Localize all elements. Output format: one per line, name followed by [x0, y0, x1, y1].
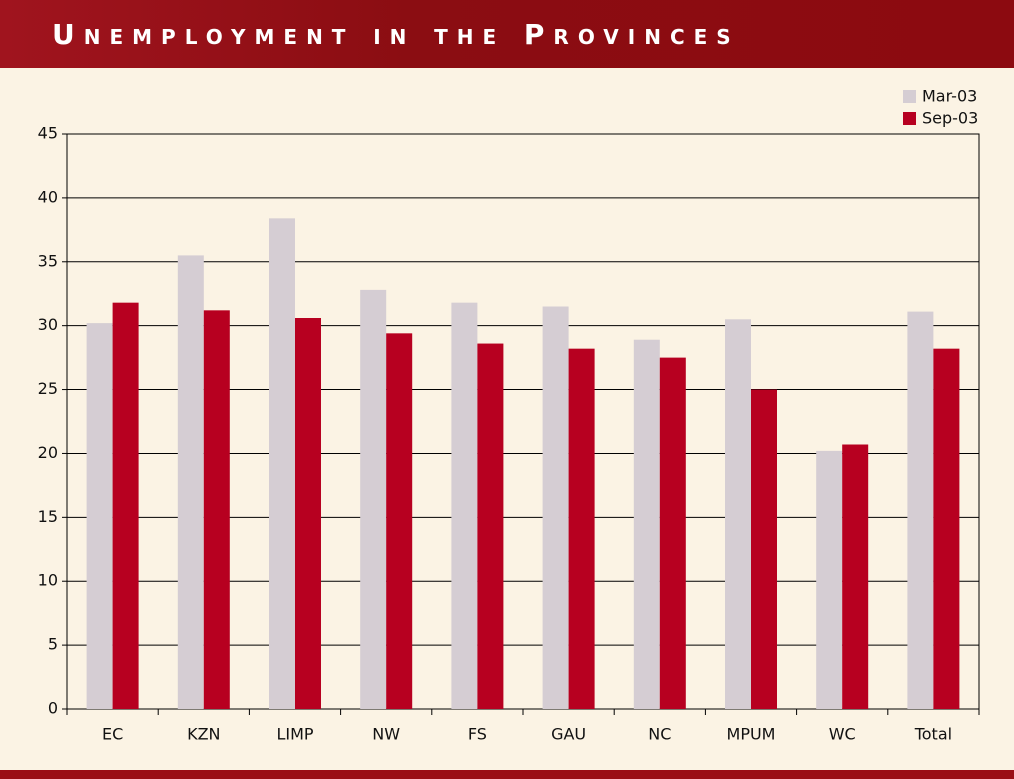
bar — [86, 323, 113, 709]
bar — [451, 302, 478, 709]
x-tick-label: Total — [914, 725, 952, 744]
legend-swatch — [903, 112, 916, 125]
bar — [542, 306, 569, 709]
bar — [269, 218, 295, 710]
bar — [360, 289, 387, 709]
x-tick-label: FS — [468, 725, 487, 744]
bar — [751, 389, 777, 709]
y-tick-label: 15 — [38, 507, 58, 526]
bar — [842, 444, 869, 709]
y-tick-label: 30 — [38, 315, 58, 334]
bar — [112, 302, 139, 709]
x-tick-label: MPUM — [727, 725, 776, 744]
legend-label: Mar-03 — [922, 87, 977, 106]
legend-swatch — [903, 90, 916, 103]
y-tick-label: 5 — [48, 635, 58, 654]
bar — [633, 339, 660, 709]
y-tick-label: 35 — [38, 251, 58, 270]
bar — [477, 343, 504, 709]
bar — [295, 318, 321, 709]
bar — [907, 311, 934, 709]
y-tick-label: 0 — [48, 699, 58, 718]
bar — [933, 348, 960, 709]
header-band: Unemployment in the Provinces — [0, 0, 1014, 68]
x-tick-label: KZN — [187, 725, 220, 744]
x-tick-label: NC — [648, 725, 671, 744]
y-tick-label: 20 — [38, 443, 58, 462]
bar — [568, 348, 595, 709]
x-tick-label: LIMP — [276, 725, 313, 744]
y-tick-label: 25 — [38, 379, 58, 398]
y-tick-label: 45 — [38, 124, 58, 143]
bar — [725, 319, 751, 709]
x-tick-label: GAU — [551, 725, 586, 744]
legend-label: Sep-03 — [922, 109, 978, 128]
bar — [816, 450, 843, 709]
bar — [659, 357, 686, 709]
x-tick-label: WC — [829, 725, 856, 744]
footer-band — [0, 770, 1014, 779]
bar — [386, 333, 413, 709]
bar — [177, 255, 204, 709]
x-tick-label: NW — [372, 725, 400, 744]
y-tick-label: 40 — [38, 187, 58, 206]
y-tick-label: 10 — [38, 571, 58, 590]
bar — [203, 310, 230, 709]
x-tick-label: EC — [102, 725, 123, 744]
chart-title: Unemployment in the Provinces — [52, 18, 740, 51]
